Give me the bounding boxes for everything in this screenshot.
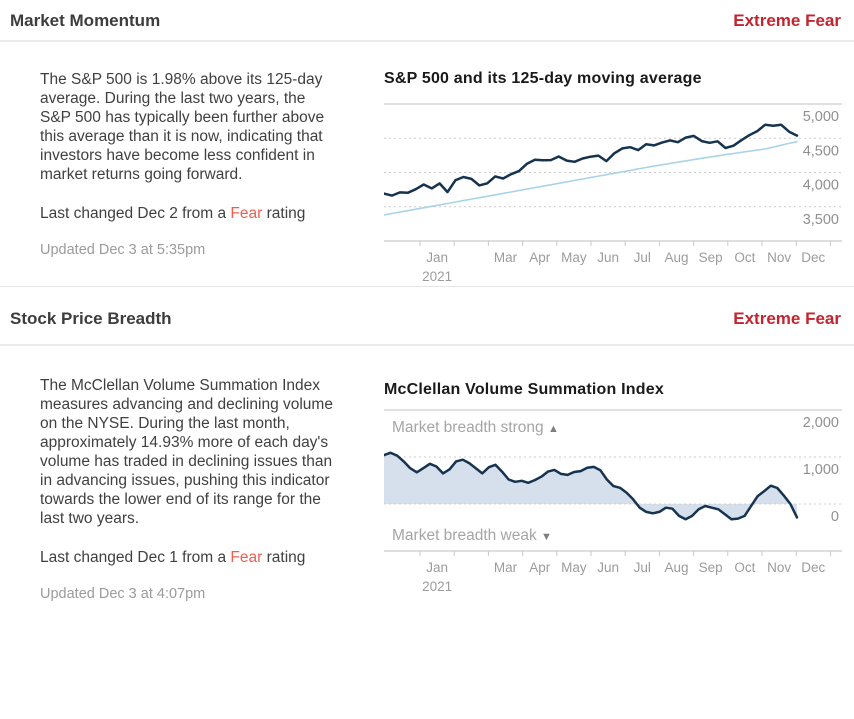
svg-text:Aug: Aug	[664, 560, 688, 575]
stock-price-breadth-header: Stock Price Breadth Extreme Fear	[0, 287, 854, 346]
svg-text:Market breadth strong ▲: Market breadth strong ▲	[392, 419, 559, 436]
svg-text:Nov: Nov	[767, 250, 791, 265]
svg-text:5,000: 5,000	[803, 109, 839, 125]
indicator-description: The S&P 500 is 1.98% above its 125-day a…	[40, 71, 325, 183]
svg-text:0: 0	[831, 509, 839, 525]
fear-rating-word: Fear	[230, 549, 263, 566]
svg-text:Mar: Mar	[494, 560, 518, 575]
indicator-description: The McClellan Volume Summation Index mea…	[40, 377, 333, 527]
last-changed-text: Last changed Dec 2 from a Fear rating	[40, 204, 336, 223]
svg-text:Oct: Oct	[734, 560, 755, 575]
svg-text:May: May	[561, 250, 587, 265]
svg-text:4,500: 4,500	[803, 143, 839, 159]
sp500-moving-average-chart[interactable]: Jan Mar Apr May Jun Jul Aug Sep Oct Nov Dec 2021 5,0…	[384, 96, 842, 286]
last-changed-prefix: Last changed Dec 2 from a	[40, 205, 231, 222]
section-stock-price-breadth: Stock Price Breadth Extreme Fear The McC…	[0, 286, 854, 604]
chart-column: McClellan Volume Summation Index Jan Mar A…	[384, 376, 846, 604]
fear-rating-word: Fear	[230, 205, 263, 222]
svg-text:Sep: Sep	[699, 560, 723, 575]
description-column: The McClellan Volume Summation Index mea…	[40, 376, 336, 604]
chart-title: S&P 500 and its 125-day moving average	[384, 70, 702, 87]
last-changed-text: Last changed Dec 1 from a Fear rating	[40, 548, 336, 567]
svg-text:Jul: Jul	[634, 250, 651, 265]
svg-text:Market breadth weak ▼: Market breadth weak ▼	[392, 527, 552, 544]
svg-text:2021: 2021	[422, 579, 452, 594]
svg-text:Apr: Apr	[529, 250, 551, 265]
svg-text:Jul: Jul	[634, 560, 651, 575]
rating-badge: Extreme Fear	[733, 309, 841, 328]
mcclellan-index-chart[interactable]: Jan Mar Apr May Jun Jul Aug Sep Oct Nov Dec 2021 2,0…	[384, 402, 842, 597]
svg-text:Jun: Jun	[597, 560, 619, 575]
svg-text:3,500: 3,500	[803, 212, 839, 228]
svg-text:Oct: Oct	[734, 250, 755, 265]
svg-text:May: May	[561, 560, 587, 575]
stock-price-breadth-body: The McClellan Volume Summation Index mea…	[0, 346, 854, 604]
svg-text:Dec: Dec	[801, 250, 825, 265]
svg-text:Nov: Nov	[767, 560, 791, 575]
market-momentum-header: Market Momentum Extreme Fear	[0, 0, 854, 42]
svg-text:Mar: Mar	[494, 250, 518, 265]
section-market-momentum: Market Momentum Extreme Fear The S&P 500…	[0, 0, 854, 286]
svg-text:4,000: 4,000	[803, 178, 839, 194]
chart-title: McClellan Volume Summation Index	[384, 381, 664, 398]
last-changed-prefix: Last changed Dec 1 from a	[40, 549, 231, 566]
svg-text:Aug: Aug	[664, 250, 688, 265]
svg-text:Sep: Sep	[699, 250, 723, 265]
svg-text:Jan: Jan	[426, 250, 448, 265]
last-changed-suffix: rating	[262, 205, 306, 222]
section-title: Market Momentum	[10, 11, 161, 30]
updated-timestamp: Updated Dec 3 at 5:35pm	[40, 242, 206, 258]
svg-text:Apr: Apr	[529, 560, 551, 575]
svg-text:Jun: Jun	[597, 250, 619, 265]
market-momentum-body: The S&P 500 is 1.98% above its 125-day a…	[0, 42, 854, 286]
svg-text:2,000: 2,000	[803, 415, 839, 431]
svg-text:1,000: 1,000	[803, 462, 839, 478]
svg-text:2021: 2021	[422, 269, 452, 284]
chart-column: S&P 500 and its 125-day moving average J…	[384, 70, 846, 286]
updated-timestamp: Updated Dec 3 at 4:07pm	[40, 586, 206, 602]
rating-badge: Extreme Fear	[733, 11, 841, 30]
svg-text:Dec: Dec	[801, 560, 825, 575]
section-title: Stock Price Breadth	[10, 309, 172, 328]
last-changed-suffix: rating	[262, 549, 306, 566]
svg-text:Jan: Jan	[426, 560, 448, 575]
description-column: The S&P 500 is 1.98% above its 125-day a…	[40, 70, 336, 286]
